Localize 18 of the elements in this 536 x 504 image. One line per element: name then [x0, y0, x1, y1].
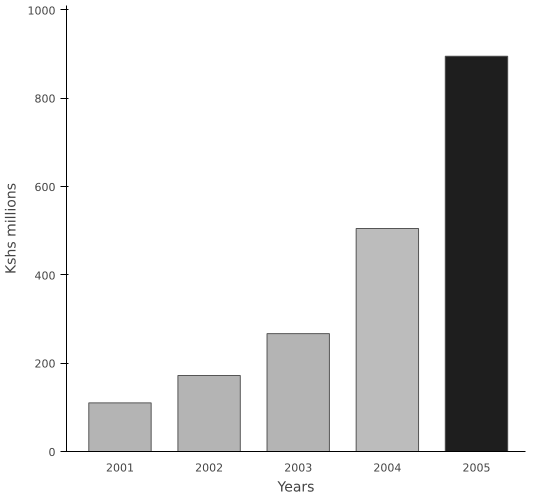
- y-tick-label: 400: [34, 269, 56, 282]
- bar: [356, 228, 420, 452]
- y-tick-label: 800: [34, 92, 56, 106]
- x-tick-label: 2001: [106, 462, 134, 474]
- y-tick-label: 0: [48, 446, 56, 459]
- bar: [88, 402, 152, 452]
- x-tick-label: 2002: [195, 462, 224, 474]
- x-tick-label: 2004: [373, 462, 402, 474]
- y-tick-label: 600: [34, 181, 56, 194]
- bar: [266, 333, 330, 452]
- y-axis-title: Kshs millions: [4, 182, 20, 274]
- bar: [444, 56, 508, 452]
- x-tick-label: 2005: [462, 462, 490, 474]
- y-tick-label: 200: [34, 358, 56, 371]
- y-tick-label: 1000: [28, 4, 56, 18]
- bar: [177, 375, 241, 452]
- x-axis-title: Years: [276, 480, 314, 496]
- x-tick-label: 2003: [284, 462, 312, 474]
